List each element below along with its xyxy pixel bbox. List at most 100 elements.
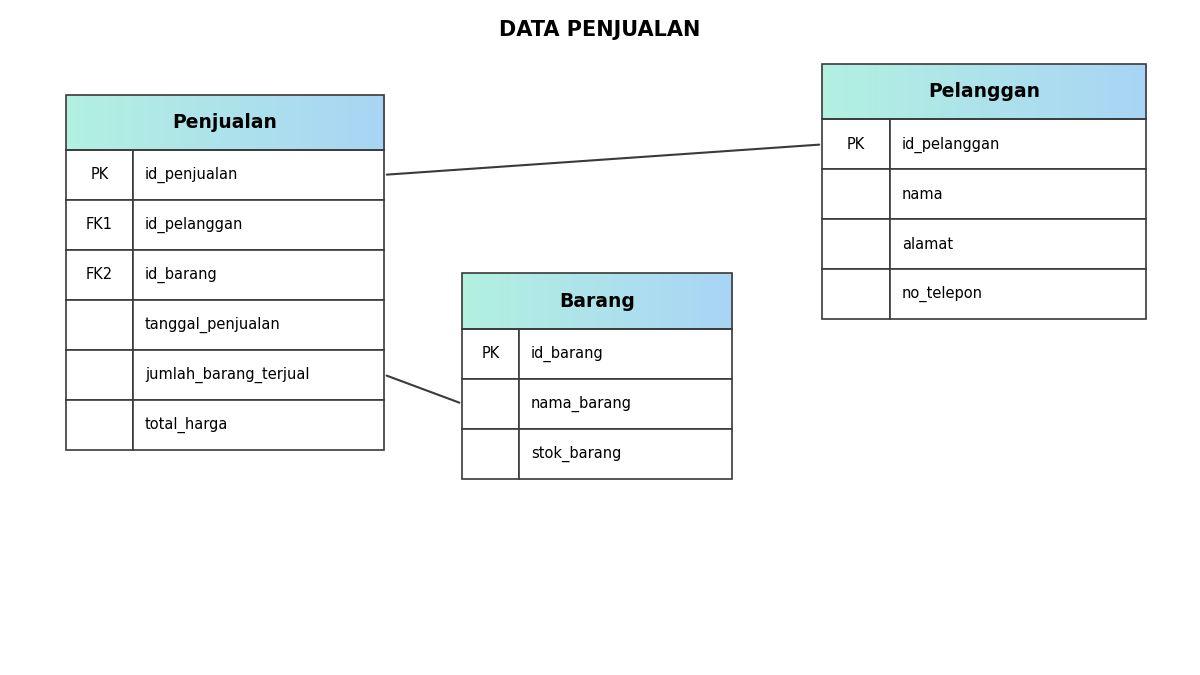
Bar [563,273,568,329]
Bar [546,273,551,329]
Bar [1085,64,1090,119]
Bar [1040,64,1045,119]
Bar [376,95,380,150]
Bar [712,273,715,329]
Text: PK: PK [90,167,108,182]
Bar [960,64,965,119]
Bar [644,273,648,329]
Bar [197,95,202,150]
Text: FK1: FK1 [86,217,113,232]
Bar [98,95,102,150]
Bar [661,273,665,329]
Bar [1052,64,1057,119]
Bar [296,95,301,150]
Bar [516,273,520,329]
Bar [462,273,732,329]
Bar [348,95,353,150]
Text: tanggal_penjualan: tanggal_penjualan [145,317,281,333]
Bar [968,64,972,119]
Bar [1045,64,1049,119]
Bar [66,350,133,400]
Bar [233,95,238,150]
Bar [863,64,868,119]
Bar [133,400,384,450]
Bar [380,95,385,150]
Bar [542,273,547,329]
Bar [948,64,953,119]
Text: Barang: Barang [559,292,635,311]
Bar [329,95,332,150]
Bar [1061,64,1066,119]
Bar [1069,64,1074,119]
Bar [82,95,86,150]
Bar [193,95,198,150]
Bar [607,273,611,329]
Bar [66,200,133,250]
Bar [102,95,107,150]
Bar [540,273,544,329]
Bar [181,95,186,150]
Bar [150,95,154,150]
Bar [1037,64,1042,119]
Bar [66,250,133,300]
Bar [972,64,977,119]
Bar [145,95,150,150]
Text: PK: PK [847,137,865,152]
Bar [570,273,574,329]
Bar [911,64,916,119]
Bar [566,273,571,329]
Bar [272,95,277,150]
Text: Pelanggan: Pelanggan [928,82,1040,101]
Bar [688,273,692,329]
Bar [557,273,560,329]
Bar [166,95,170,150]
Bar [1134,64,1139,119]
Bar [928,64,932,119]
Bar [1122,64,1127,119]
Bar [66,150,133,200]
Bar [90,95,95,150]
Bar [875,64,880,119]
Bar [899,64,904,119]
Bar [526,273,530,329]
Bar [353,95,356,150]
Text: stok_barang: stok_barang [530,446,622,462]
Bar [466,273,469,329]
Bar [916,64,920,119]
Bar [943,64,948,119]
Bar [320,95,325,150]
Bar [890,169,1146,219]
Bar [70,95,74,150]
Bar [161,95,166,150]
Bar [883,64,888,119]
Bar [293,95,298,150]
Bar [842,64,847,119]
Bar [462,329,518,379]
Bar [668,273,672,329]
Bar [1008,64,1013,119]
Bar [308,95,313,150]
Bar [312,95,317,150]
Bar [634,273,638,329]
Bar [706,273,709,329]
Bar [202,95,205,150]
Bar [536,273,540,329]
Bar [658,273,661,329]
Bar [904,64,907,119]
Bar [976,64,980,119]
Bar [822,64,827,119]
Text: alamat: alamat [902,237,953,252]
Bar [1073,64,1078,119]
Bar [866,64,871,119]
Bar [130,95,134,150]
Bar [890,64,895,119]
Bar [109,95,114,150]
Bar [486,273,490,329]
Bar [822,269,890,319]
Bar [126,95,130,150]
Bar [628,273,631,329]
Bar [674,273,679,329]
Bar [257,95,262,150]
Bar [587,273,590,329]
Bar [364,95,368,150]
